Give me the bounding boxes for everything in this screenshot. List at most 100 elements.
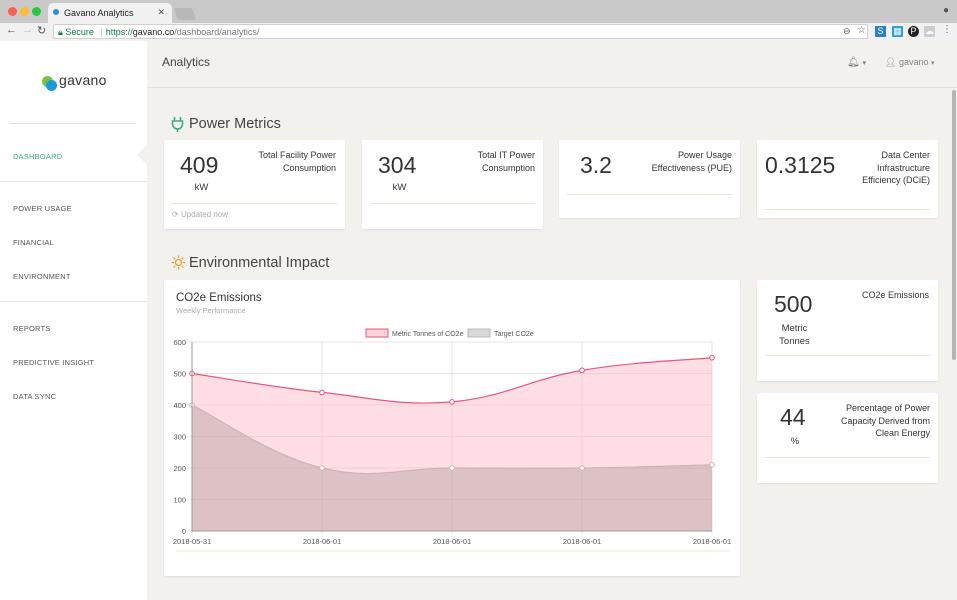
sidebar-item-financial[interactable]: FINANCIAL	[13, 238, 54, 247]
separator: |	[100, 27, 102, 37]
sidebar: gavano DASHBOARD POWER USAGE FINANCIAL E…	[0, 41, 147, 600]
refresh-icon: ⟳	[172, 210, 179, 219]
url-domain: gavano.co	[133, 27, 175, 37]
card-divider	[567, 194, 732, 195]
x-tick-label: 2018-05-31	[173, 537, 211, 546]
logo-text: gavano	[59, 72, 107, 88]
data-point	[450, 466, 455, 471]
y-tick-label: 0	[182, 527, 186, 536]
favicon-icon	[53, 9, 59, 15]
plug-icon	[171, 116, 184, 133]
sidebar-item-reports[interactable]: REPORTS	[13, 324, 51, 333]
y-tick-label: 200	[173, 464, 186, 473]
data-point	[710, 355, 715, 360]
sidebar-item-predictive-insight[interactable]: PREDICTIVE INSIGHT	[13, 358, 94, 367]
metric-label: Power Usage Effectiveness (PUE)	[639, 149, 732, 174]
minimize-window-button[interactable]	[20, 7, 29, 16]
metric-card-it-power: 304 kW Total IT Power Consumption	[362, 140, 543, 229]
chevron-down-icon: ▾	[931, 60, 935, 67]
y-tick-label: 300	[173, 433, 186, 442]
user-name: gavano	[899, 57, 929, 67]
section-title: Environmental Impact	[189, 255, 329, 271]
metric-value: 500	[774, 291, 812, 318]
user-menu[interactable]: 👤︎ gavano ▾	[885, 57, 935, 68]
address-bar[interactable]: 🔒︎ Secure | https://gavano.co/dashboard/a…	[53, 24, 868, 39]
extension-grid-icon[interactable]: ▦	[892, 26, 903, 37]
data-point	[580, 466, 585, 471]
browser-chrome: Gavano Analytics ✕ ● ← → ↻ 🔒︎ Secure | ht…	[0, 0, 957, 41]
data-point	[580, 368, 585, 373]
sidebar-item-power-usage[interactable]: POWER USAGE	[13, 204, 72, 213]
metric-unit: Metric Tonnes	[767, 323, 822, 348]
bookmark-star-icon[interactable]: ☆	[857, 25, 866, 36]
metric-value: 0.3125	[765, 152, 835, 179]
legend-label: Metric Tonnes of CO2e	[392, 331, 464, 338]
close-tab-icon[interactable]: ✕	[157, 7, 165, 18]
metric-label: Total Facility Power Consumption	[246, 149, 336, 174]
navigation-bar: ← → ↻ 🔒︎ Secure | https://gavano.co/dashb…	[0, 23, 957, 41]
close-window-button[interactable]	[8, 7, 17, 16]
sidebar-item-data-sync[interactable]: DATA SYNC	[13, 392, 56, 401]
forward-icon[interactable]: →	[22, 24, 33, 36]
legend-label: Target CO2e	[494, 331, 534, 338]
extension-p-icon[interactable]: P	[908, 26, 919, 37]
sidebar-divider	[10, 123, 136, 124]
extension-s-icon[interactable]: S	[875, 26, 886, 37]
metric-value: 304	[378, 152, 416, 179]
metric-card-clean-energy: 44 % Percentage of Power Capacity Derive…	[757, 393, 938, 483]
extension-cloud-icon[interactable]: ☁	[924, 26, 935, 37]
y-tick-label: 400	[173, 401, 186, 410]
secure-label: Secure	[65, 27, 94, 37]
reload-icon[interactable]: ↻	[37, 24, 46, 37]
data-point	[320, 466, 325, 471]
sidebar-item-environment[interactable]: ENVIRONMENT	[13, 272, 71, 281]
notifications-bell-icon[interactable]: 🔔︎ ▾	[847, 57, 866, 68]
back-icon[interactable]: ←	[6, 24, 17, 36]
metric-unit: kW	[184, 182, 219, 193]
x-tick-label: 2018-06-01	[303, 537, 341, 546]
metric-card-co2e: 500 Metric Tonnes CO2e Emissions	[757, 280, 938, 381]
metric-label: Percentage of Power Capacity Derived fro…	[829, 402, 930, 440]
new-tab-button[interactable]	[174, 8, 196, 20]
scrollbar-thumb[interactable]	[952, 90, 956, 360]
metric-unit: kW	[382, 182, 417, 193]
sidebar-item-dashboard[interactable]: DASHBOARD	[13, 152, 62, 161]
user-icon: 👤︎	[885, 57, 896, 67]
tab-bar: Gavano Analytics ✕ ●	[0, 0, 957, 23]
lock-icon: 🔒︎	[58, 27, 63, 37]
y-tick-label: 500	[173, 370, 186, 379]
top-bar: Analytics 🔔︎ ▾ 👤︎ gavano ▾	[147, 41, 957, 88]
co2e-chart-card: CO2e Emissions Weekly Performance 0 100 20…	[164, 280, 740, 576]
x-tick-label: 2018-06-01	[563, 537, 601, 546]
logo-mark-blue	[46, 80, 57, 91]
x-tick-label: 2018-06-01	[433, 537, 471, 546]
scrollbar[interactable]	[951, 88, 957, 600]
tab-title: Gavano Analytics	[64, 8, 134, 18]
metric-value: 3.2	[580, 152, 612, 179]
metric-card-dcie: 0.3125 Data Center Infrastructure Effici…	[757, 140, 938, 218]
card-divider	[765, 457, 930, 458]
site-settings-icon[interactable]: ⊖	[843, 26, 851, 37]
data-point	[710, 463, 715, 468]
page-title: Analytics	[162, 55, 210, 69]
profile-icon[interactable]: ●	[943, 5, 949, 16]
metric-label: Data Center Infrastructure Efficiency (D…	[855, 149, 930, 187]
menu-icon[interactable]: ⋮	[942, 24, 952, 35]
updated-status: ⟳ Updated now	[172, 210, 228, 219]
metric-card-facility-power: 409 kW Total Facility Power Consumption …	[164, 140, 345, 229]
card-divider	[370, 203, 535, 204]
browser-tab[interactable]: Gavano Analytics ✕	[48, 3, 172, 23]
legend-swatch	[366, 329, 388, 337]
y-tick-label: 600	[173, 338, 186, 347]
maximize-window-button[interactable]	[32, 7, 41, 16]
card-divider	[765, 355, 930, 356]
card-divider	[765, 209, 930, 210]
sun-icon	[171, 255, 186, 270]
metric-label: Total IT Power Consumption	[444, 149, 535, 174]
sidebar-divider	[0, 301, 147, 302]
card-divider	[172, 203, 337, 204]
url-path: /dashboard/analytics/	[174, 27, 259, 37]
url-protocol: https://	[106, 27, 133, 37]
metric-card-pue: 3.2 Power Usage Effectiveness (PUE)	[559, 140, 740, 218]
data-point	[320, 390, 325, 395]
